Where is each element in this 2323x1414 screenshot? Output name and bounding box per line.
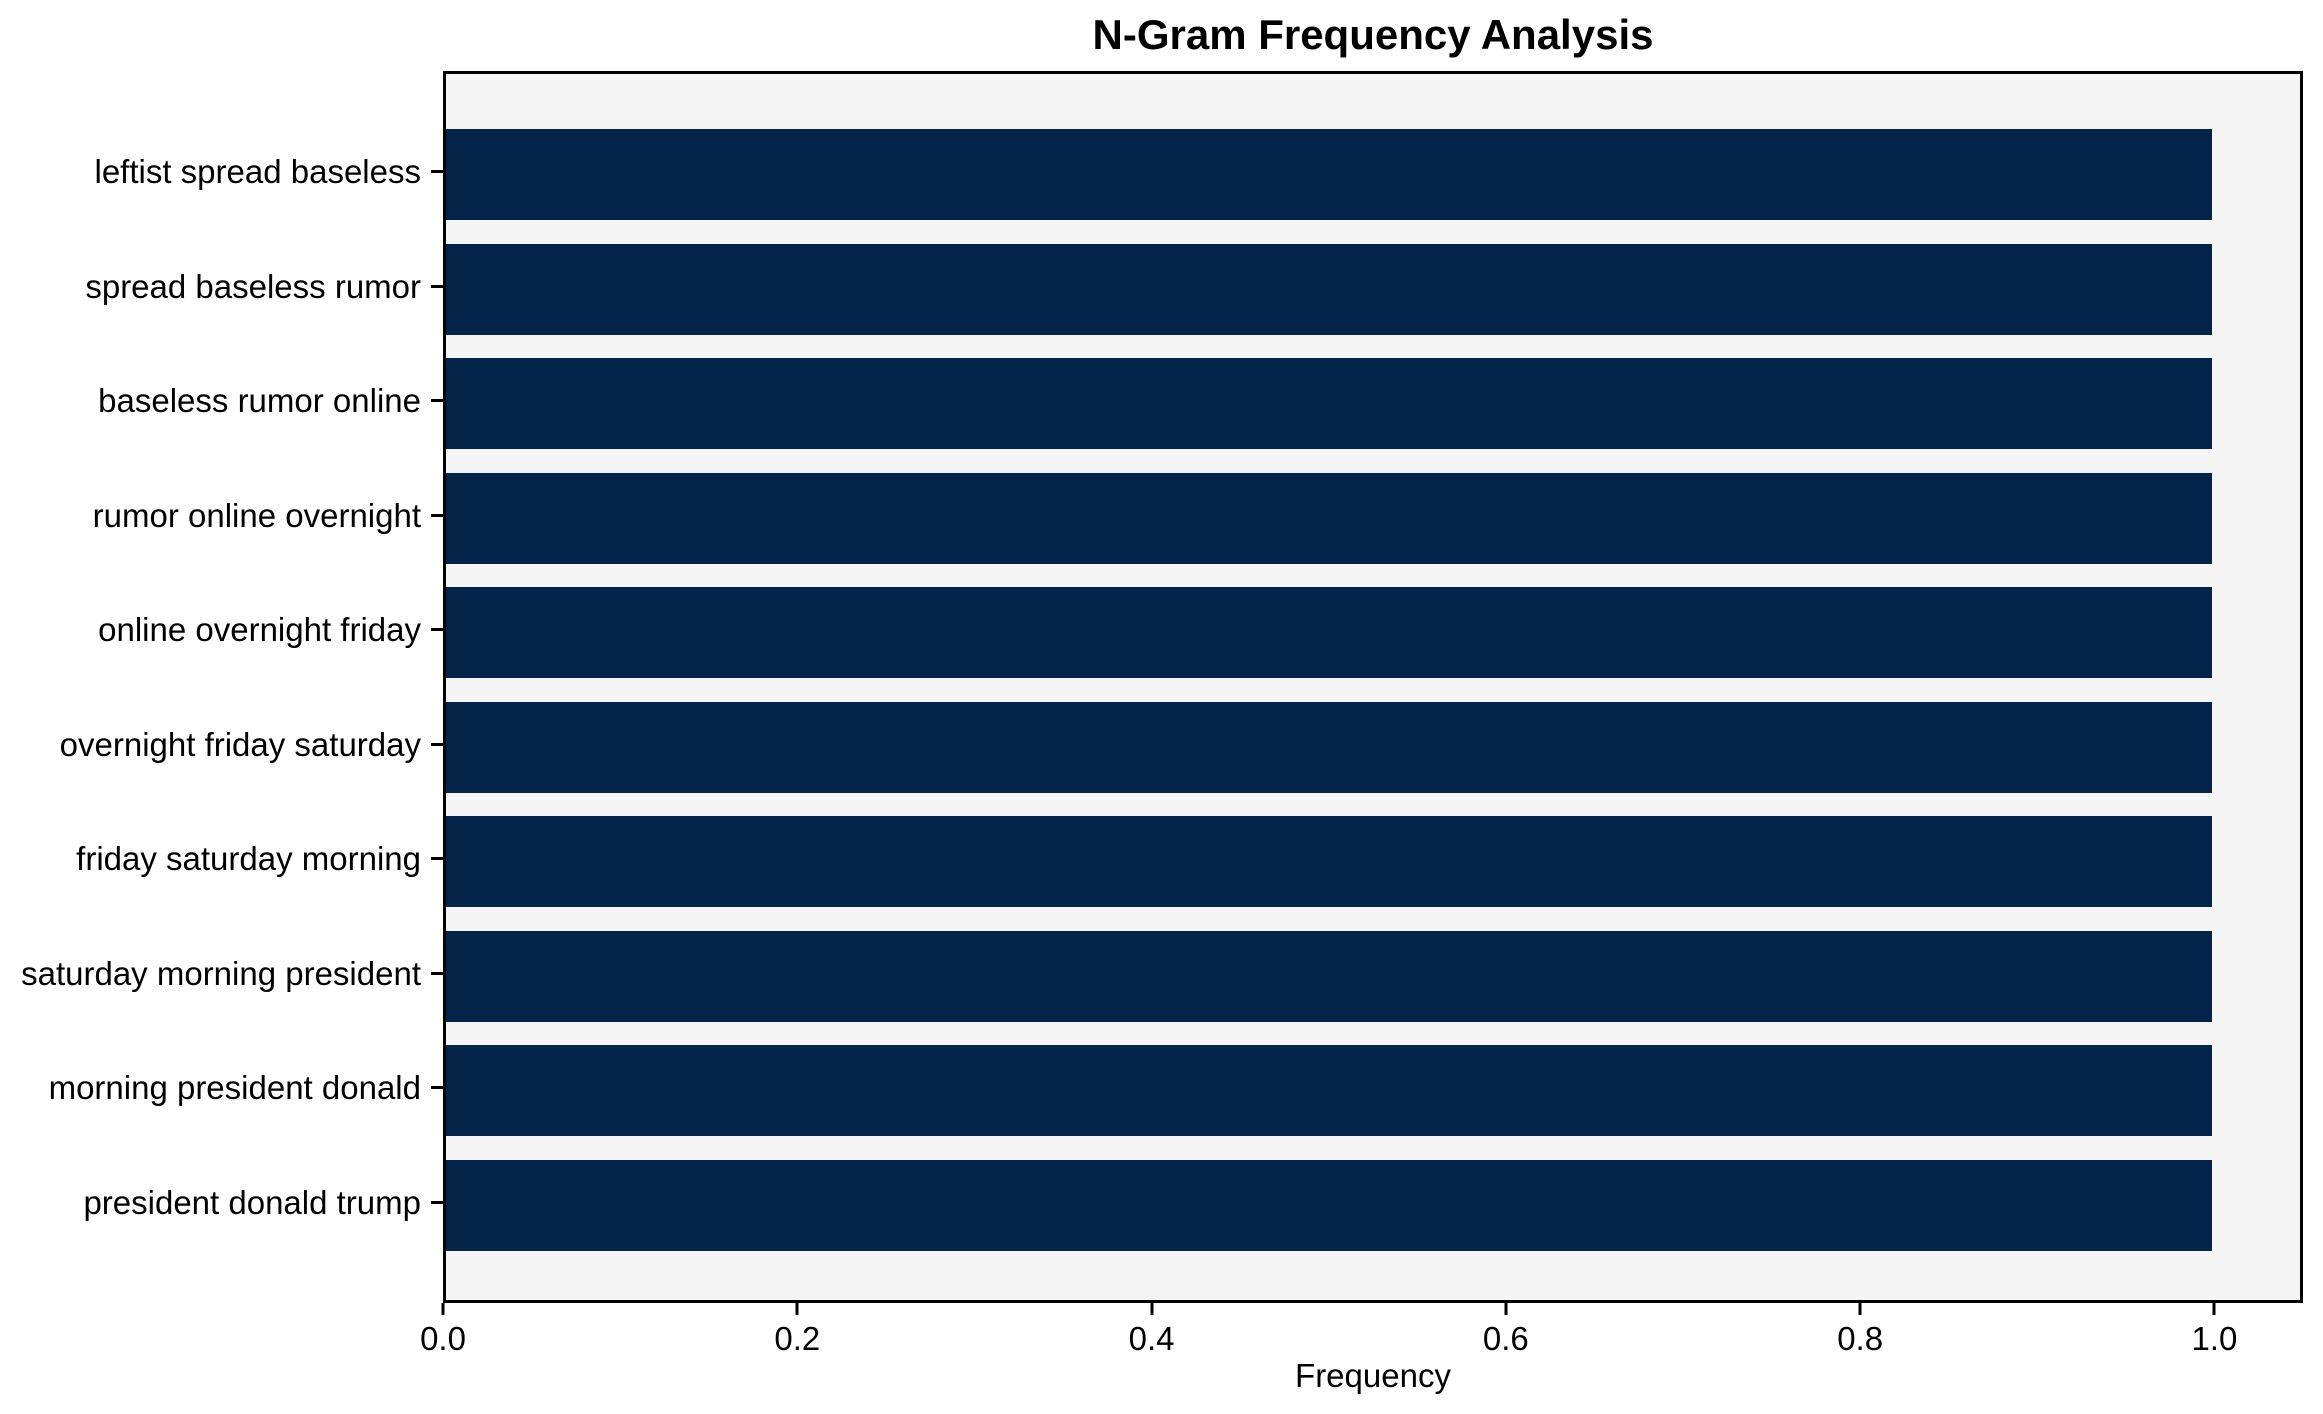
x-tick-mark xyxy=(795,1303,799,1315)
bar xyxy=(446,930,2212,1022)
y-tick-row: friday saturday morning xyxy=(76,813,443,904)
bar xyxy=(446,243,2212,335)
y-tick-row: online overnight friday xyxy=(98,584,443,675)
bar xyxy=(446,1045,2212,1137)
y-tick-mark xyxy=(431,742,443,746)
x-tick-mark xyxy=(1504,1303,1508,1315)
bar xyxy=(446,358,2212,450)
y-tick-label: baseless rumor online xyxy=(98,382,421,420)
bar xyxy=(446,129,2212,220)
x-tick-label: 0.0 xyxy=(420,1320,466,1357)
y-tick-label: morning president donald xyxy=(48,1069,421,1107)
y-tick-mark xyxy=(431,1201,443,1204)
y-tick-label: online overnight friday xyxy=(98,611,421,649)
y-tick-mark xyxy=(431,1086,443,1090)
bar xyxy=(446,816,2212,908)
y-tick-label: spread baseless rumor xyxy=(85,267,421,305)
y-tick-row: leftist spread baseless xyxy=(94,126,443,217)
y-tick-label: saturday morning president xyxy=(21,954,421,992)
x-tick-label: 0.4 xyxy=(1128,1320,1175,1357)
x-tick-label: 1.0 xyxy=(2191,1320,2238,1357)
chart-title: N-Gram Frequency Analysis xyxy=(1092,11,1654,58)
y-tick-mark xyxy=(431,628,443,632)
bar xyxy=(446,472,2212,564)
y-tick-mark xyxy=(431,857,443,861)
x-tick-mark xyxy=(441,1303,445,1315)
y-tick-label: rumor online overnight xyxy=(92,496,421,534)
y-tick-row: spread baseless rumor xyxy=(85,241,443,332)
y-tick-row: morning president donald xyxy=(49,1042,443,1133)
y-tick-row: rumor online overnight xyxy=(93,470,443,561)
y-tick-row: saturday morning president xyxy=(21,928,443,1019)
y-tick-mark xyxy=(431,399,443,403)
x-tick-mark xyxy=(2212,1303,2216,1315)
x-tick-label: 0.2 xyxy=(774,1320,821,1357)
y-tick-label: overnight friday saturday xyxy=(59,725,421,763)
plot-area xyxy=(443,71,2303,1303)
bar xyxy=(446,1160,2212,1251)
y-tick-mark xyxy=(431,513,443,517)
y-tick-mark xyxy=(431,284,443,288)
y-tick-mark xyxy=(431,170,443,173)
y-tick-label: president donald trump xyxy=(83,1184,421,1221)
y-tick-row: baseless rumor online xyxy=(98,355,443,446)
x-tick-label: 0.8 xyxy=(1837,1320,1884,1357)
x-axis-label: Frequency xyxy=(1295,1357,1451,1394)
x-tick-mark xyxy=(1858,1303,1862,1315)
bar xyxy=(446,587,2212,679)
x-tick-label: 0.6 xyxy=(1482,1320,1529,1357)
y-tick-row: president donald trump xyxy=(83,1157,443,1248)
y-tick-row: overnight friday saturday xyxy=(60,699,443,790)
y-tick-label: leftist spread baseless xyxy=(94,153,421,190)
x-tick-mark xyxy=(1150,1303,1154,1315)
bar xyxy=(446,701,2212,793)
y-tick-label: friday saturday morning xyxy=(76,840,421,878)
x-axis-ticks: 0.0 0.2 0.4 0.6 0.8 1.0 xyxy=(420,1303,2303,1363)
y-axis-labels: leftist spread baseless spread baseless r… xyxy=(0,71,443,1303)
y-tick-mark xyxy=(431,971,443,975)
